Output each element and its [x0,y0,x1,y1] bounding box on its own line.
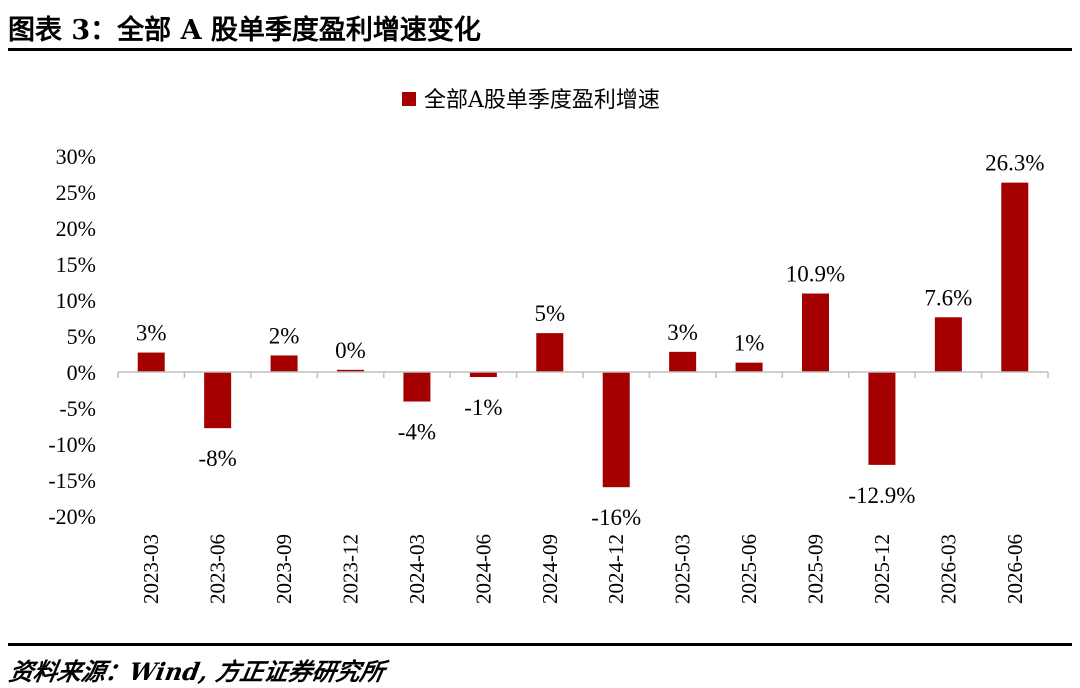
legend-swatch [402,92,416,106]
legend-label: 全部A股单季度盈利增速 [424,88,660,113]
y-tick-label: 0% [67,360,96,385]
source-text: 资料来源：Wind, 方正证券研究所 [7,657,387,686]
bar [802,293,829,372]
bar-chart: 全部A股单季度盈利增速 30% 25% 20% 15% 10% 5% 0% -5% -10% -1… [48,88,1049,604]
y-tick-label: -20% [48,504,96,529]
data-label: 2% [269,323,300,348]
bar [403,372,431,402]
x-tick-label: 2024-09 [538,534,562,604]
x-tick-label: 2025-06 [737,534,761,604]
data-label: 3% [667,320,698,345]
data-label: 26.3% [985,151,1044,176]
bar [602,372,630,488]
data-label: 3% [136,321,167,346]
data-label: -12.9% [848,483,915,508]
data-label: -16% [591,505,641,530]
y-tick-label: 20% [56,216,96,241]
bars [137,182,1029,488]
y-tick-label: -10% [48,432,96,457]
y-tick-label: 5% [67,324,96,349]
bar [1001,182,1029,372]
bar [270,355,298,372]
x-tick-label: 2024-12 [604,534,628,604]
bar [735,362,763,372]
data-label: -1% [464,395,502,420]
data-label: 0% [335,338,366,363]
source-note: 资料来源：Wind, 方正证券研究所 [7,652,387,687]
y-tick-label: 10% [56,288,96,313]
data-label: -8% [198,446,236,471]
x-tick-label: 2026-03 [936,534,960,604]
bar [137,352,165,372]
y-tick-label: 25% [56,180,96,205]
x-tick-label: 2025-09 [804,534,828,604]
bar [337,369,364,372]
y-tick-label: 30% [56,144,96,169]
figure-title: 图表 3：全部 A 股单季度盈利增速变化 [8,15,481,46]
x-tick-label: 2024-03 [405,534,429,604]
bar [934,317,962,372]
data-label: 7.6% [924,285,972,310]
x-tick-label: 2023-12 [339,534,363,604]
x-tick-label: 2023-06 [206,534,230,604]
chart-legend: 全部A股单季度盈利增速 [402,88,660,113]
y-tick-label: 15% [56,252,96,277]
bar [469,372,497,378]
data-label: -4% [398,420,436,445]
x-tick-label: 2026-06 [1003,534,1027,604]
data-label: 5% [534,301,565,326]
data-label: 1% [734,331,765,356]
x-tick-label: 2023-09 [272,534,296,604]
x-tick-label: 2025-12 [870,534,894,604]
x-tick-label: 2023-03 [139,534,163,604]
bar [669,351,697,372]
bar [536,333,564,372]
y-tick-label: -15% [48,468,96,493]
x-axis: 2023-03 2023-06 2023-09 2023-12 2024-03 2024-… [117,371,1049,604]
x-tick-label: 2024-06 [471,534,495,604]
x-tick-label: 2025-03 [671,534,695,604]
data-label: 10.9% [786,262,845,287]
bar [204,372,232,429]
y-axis: 30% 25% 20% 15% 10% 5% 0% -5% -10% -15% -20% [48,144,96,529]
data-labels: 3% -8% 2% 0% -4% -1% 5% -16% 3% 1% 10.9% -12.9% 7.6%… [136,151,1045,531]
y-tick-label: -5% [59,396,96,421]
bar [868,372,896,465]
bottom-rule [8,643,1072,646]
top-rule [8,48,1072,51]
